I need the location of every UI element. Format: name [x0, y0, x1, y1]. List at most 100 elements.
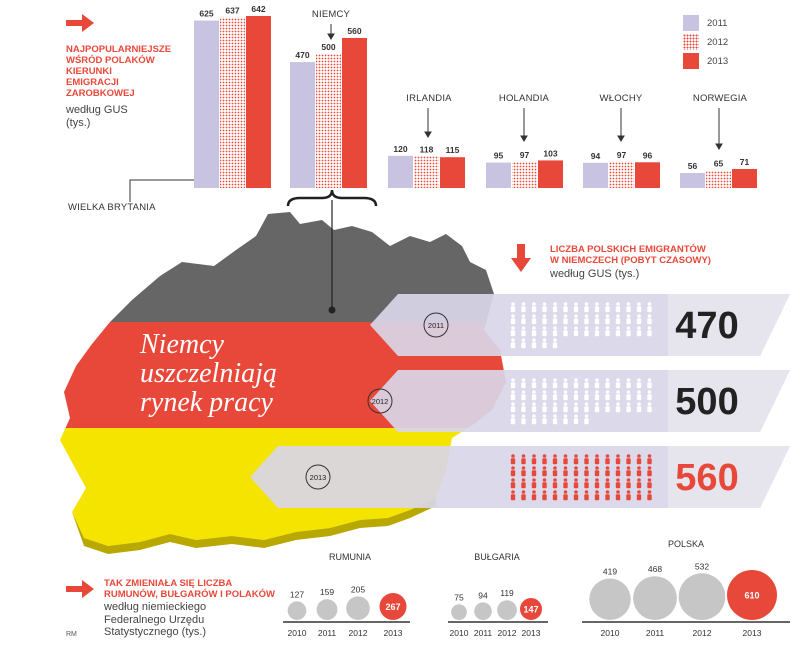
map-title-line: Niemcy — [140, 329, 224, 360]
person-icon — [574, 414, 578, 418]
person-icon — [510, 382, 516, 389]
bubble-value-label: 267 — [385, 602, 400, 612]
person-icon — [616, 326, 620, 330]
person-icon — [563, 402, 568, 406]
bubble — [287, 601, 307, 620]
legend-label-2013: 2013 — [707, 56, 729, 67]
person-icon — [553, 302, 557, 306]
person-icon — [574, 454, 578, 458]
year-circle — [305, 464, 331, 490]
person-icon — [542, 302, 547, 306]
ribbon-number-panel — [668, 370, 790, 432]
person-icon — [626, 314, 631, 318]
person-icon — [647, 454, 652, 458]
person-icon — [626, 318, 631, 325]
bottom-note-heading-line: TAK ZMIENIAŁA SIĘ LICZBA — [104, 578, 233, 589]
person-icon — [626, 394, 631, 401]
bubble-year-label: 2010 — [601, 628, 620, 638]
person-icon — [605, 318, 610, 325]
ribbon-value: 500 — [675, 381, 738, 423]
person-icon — [647, 330, 652, 337]
bar-2011 — [388, 155, 413, 188]
person-icon — [521, 454, 526, 458]
bar-2013 — [342, 37, 367, 189]
person-icon — [636, 382, 642, 389]
person-icon — [647, 382, 652, 389]
person-icon — [605, 466, 610, 470]
person-icon — [563, 490, 568, 494]
country-pointers — [327, 24, 723, 150]
person-icon — [584, 478, 589, 482]
person-icon — [605, 402, 610, 406]
person-icon — [647, 482, 652, 489]
person-icon — [584, 382, 589, 389]
person-icon — [532, 338, 536, 342]
person-icon — [553, 326, 557, 330]
bubble-chart-title: POLSKA — [668, 539, 704, 549]
person-icon — [563, 382, 568, 389]
person-icon — [563, 314, 568, 318]
person-icon — [626, 490, 631, 494]
person-icon — [542, 314, 547, 318]
person-icon — [637, 326, 641, 330]
bar-value-label: 65 — [714, 159, 724, 169]
person-icon — [553, 414, 557, 418]
person-icon — [563, 414, 568, 418]
person-icon — [615, 382, 621, 389]
person-icon — [605, 378, 610, 382]
person-icon — [521, 390, 526, 394]
bubble-year-label: 2011 — [646, 628, 665, 638]
person-icon — [521, 314, 526, 318]
bubble — [678, 573, 726, 620]
person-icon — [542, 494, 547, 501]
person-icon — [595, 390, 599, 394]
person-icon — [542, 382, 547, 389]
person-icon — [532, 466, 536, 470]
person-icon — [605, 478, 610, 482]
person-icon — [532, 378, 536, 382]
person-icon — [595, 314, 599, 318]
person-icon — [637, 302, 641, 306]
person-icon — [552, 342, 558, 349]
person-icon — [552, 470, 558, 477]
person-icon — [615, 482, 621, 489]
person-icon — [552, 482, 558, 489]
country-label: WIELKA BRYTANIA — [68, 202, 156, 213]
person-icon — [615, 318, 621, 325]
top-note-heading: NAJPOPULARNIEJSZE WŚRÓD POLAKÓW KIERUNKI… — [66, 44, 191, 99]
top-note-heading-line: WŚRÓD POLAKÓW — [66, 55, 155, 66]
person-icon — [616, 390, 620, 394]
person-icon — [574, 478, 578, 482]
person-icon — [573, 494, 579, 501]
person-icon — [574, 302, 578, 306]
person-icon — [605, 382, 610, 389]
person-icon — [532, 402, 536, 406]
bubble-year-label: 2010 — [450, 628, 469, 638]
person-icon — [626, 470, 631, 477]
person-icon — [531, 306, 537, 313]
person-icon — [553, 402, 557, 406]
person-icon — [605, 470, 610, 477]
person-icon — [584, 418, 589, 425]
person-icon — [521, 478, 526, 482]
person-icon — [574, 490, 578, 494]
person-icon — [615, 494, 621, 501]
bubble — [451, 604, 467, 620]
country-label: IRLANDIA — [406, 93, 452, 104]
bubble-value-label: 468 — [648, 564, 662, 574]
bar-2012 — [414, 156, 439, 188]
person-icon — [553, 314, 557, 318]
person-icon — [511, 326, 515, 330]
person-icon — [552, 394, 558, 401]
top-note-heading-line: KIERUNKI — [66, 66, 112, 77]
person-icon — [573, 418, 579, 425]
bar-value-label: 642 — [251, 4, 265, 14]
bubble-chart-title: BUŁGARIA — [474, 552, 520, 562]
person-icon — [605, 494, 610, 501]
person-icon — [647, 458, 652, 465]
map-title-line: uszczelniają — [140, 358, 277, 389]
person-icon — [521, 466, 526, 470]
bar-2012 — [609, 162, 634, 188]
person-icon — [574, 326, 578, 330]
person-icon — [563, 330, 568, 337]
